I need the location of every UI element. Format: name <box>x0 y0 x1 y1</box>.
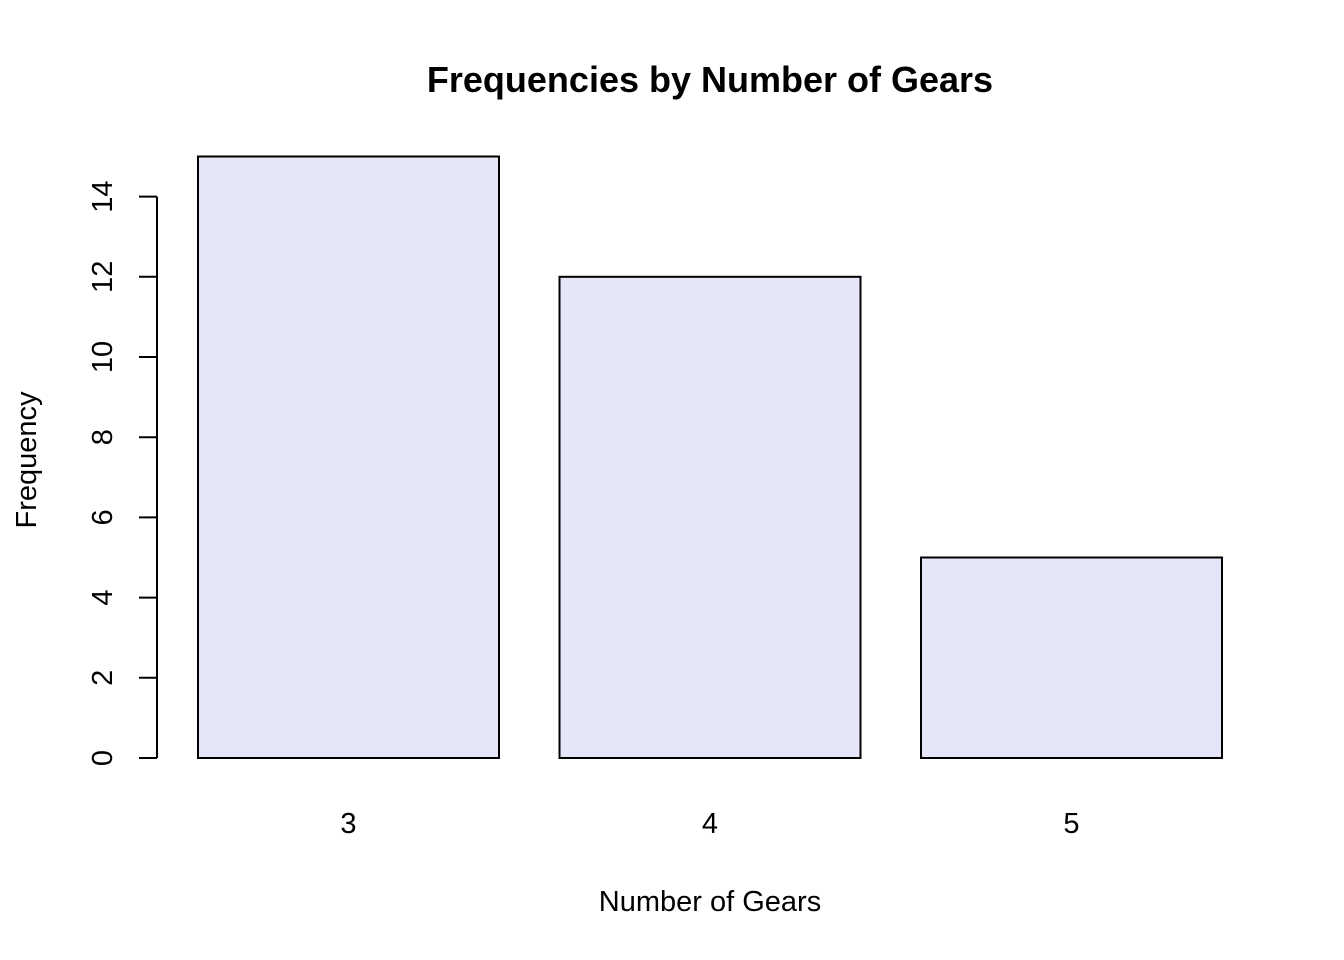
y-tick-label: 2 <box>87 670 119 686</box>
y-tick-label: 12 <box>87 261 119 293</box>
bar-4 <box>558 275 862 759</box>
x-category-label: 4 <box>702 808 718 840</box>
y-tick-label: 8 <box>87 429 119 445</box>
x-axis-label: Number of Gears <box>599 886 821 918</box>
y-tick-label: 14 <box>87 180 119 212</box>
y-tick-label: 4 <box>87 590 119 606</box>
bar-3 <box>197 155 500 759</box>
chart-title: Frequencies by Number of Gears <box>427 59 993 100</box>
x-category-label: 3 <box>340 808 356 840</box>
y-axis: 0 2 4 6 8 10 12 14 <box>87 180 158 766</box>
x-axis: 3 4 5 <box>340 808 1079 840</box>
y-axis-label: Frequency <box>11 391 43 529</box>
bar-5 <box>920 556 1223 759</box>
plot-area <box>197 155 1223 759</box>
y-tick-label: 6 <box>87 509 119 525</box>
y-tick-label: 10 <box>87 341 119 373</box>
y-tick-label: 0 <box>87 750 119 766</box>
x-category-label: 5 <box>1063 808 1079 840</box>
